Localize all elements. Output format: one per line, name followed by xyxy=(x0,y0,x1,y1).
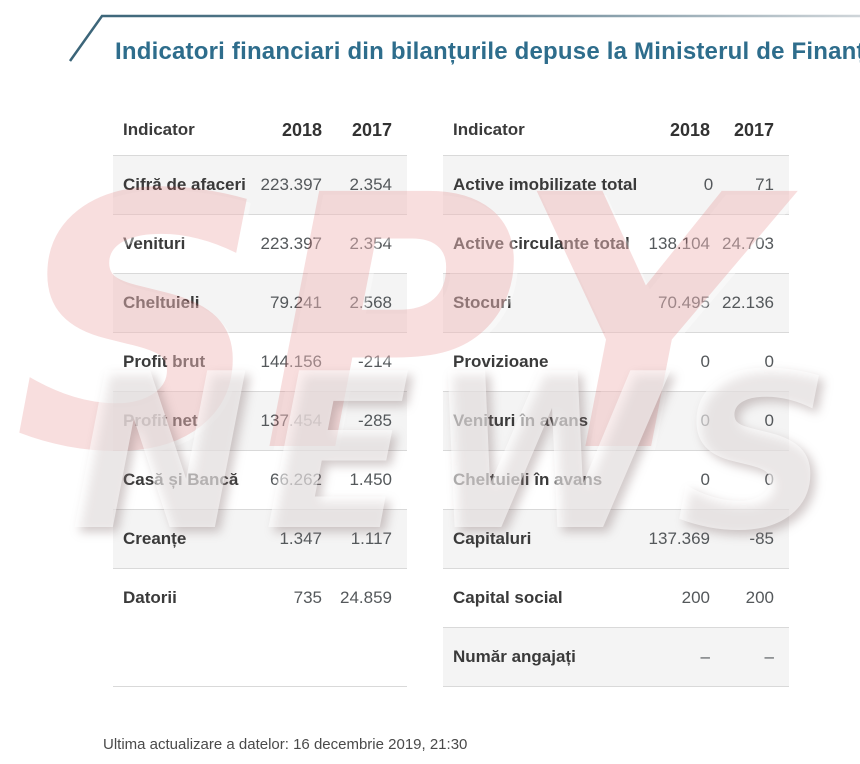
table-profit-loss: Indicator 2018 2017 Cifră de afaceri 223… xyxy=(113,105,407,687)
row-label: Active circulante total xyxy=(453,234,630,253)
value-2018: 223.397 xyxy=(260,234,322,253)
row-label: Stocuri xyxy=(453,293,512,312)
row-label: Provizioane xyxy=(453,352,549,371)
table-row: Venituri în avans 0 0 xyxy=(443,391,789,450)
column-header-indicator: Indicator xyxy=(453,120,525,139)
row-label: Cheltuieli xyxy=(123,293,200,312)
row-label: Cifră de afaceri xyxy=(123,175,246,194)
column-header-2017: 2017 xyxy=(733,119,774,140)
column-header-indicator: Indicator xyxy=(123,120,195,139)
table-row: Cheltuieli în avans 0 0 xyxy=(443,450,789,509)
table-row: Casă și Bancă 66.262 1.450 xyxy=(113,450,407,509)
value-2018: 0 xyxy=(700,352,710,371)
value-2018: 0 xyxy=(700,470,710,489)
table-row: Active imobilizate total 0 71 xyxy=(443,155,789,214)
table-row: Venituri 223.397 2.354 xyxy=(113,214,407,273)
table-balance-sheet: Indicator 2018 2017 Active imobilizate t… xyxy=(443,105,789,687)
row-label: Active imobilizate total xyxy=(453,175,638,194)
value-2017: -285 xyxy=(357,411,392,430)
table-body: Cifră de afaceri 223.397 2.354 Venituri … xyxy=(113,155,407,627)
value-2018: 137.369 xyxy=(648,529,710,548)
page-title: Indicatori financiari din bilanțurile de… xyxy=(115,38,860,65)
table-row: Cheltuieli 79.241 2.568 xyxy=(113,273,407,332)
value-2017: 1.117 xyxy=(350,529,392,548)
value-2017: 22.136 xyxy=(722,293,774,312)
table-row: Provizioane 0 0 xyxy=(443,332,789,391)
value-2017: -85 xyxy=(749,529,774,548)
value-2018: 223.397 xyxy=(260,175,322,194)
value-2017: 0 xyxy=(764,470,774,489)
value-2017: 2.354 xyxy=(349,234,392,253)
table-row: Cifră de afaceri 223.397 2.354 xyxy=(113,155,407,214)
table-row: Datorii 735 24.859 xyxy=(113,568,407,627)
value-2018: 1.347 xyxy=(279,529,322,548)
value-2017: 2.354 xyxy=(349,175,392,194)
value-2017: – xyxy=(764,647,774,666)
value-2018: 138.104 xyxy=(648,234,710,253)
value-2018: 735 xyxy=(293,588,322,607)
column-header-2017: 2017 xyxy=(351,119,392,140)
value-2018: 79.241 xyxy=(270,293,322,312)
value-2018: 137.454 xyxy=(260,411,322,430)
row-label: Venituri xyxy=(123,234,186,253)
column-header-2018: 2018 xyxy=(281,119,322,140)
tables-container: Indicator 2018 2017 Cifră de afaceri 223… xyxy=(113,105,789,687)
last-update-text: Ultima actualizare a datelor: 16 decembr… xyxy=(103,736,468,753)
table-row: Număr angajați – – xyxy=(443,627,789,686)
value-2017: 1.450 xyxy=(349,470,392,489)
value-2017: 0 xyxy=(764,352,774,371)
table-row: Profit brut 144.156 -214 xyxy=(113,332,407,391)
table-header: Indicator 2018 2017 xyxy=(443,105,789,155)
row-label: Capitaluri xyxy=(453,529,532,548)
table-row: Stocuri 70.495 22.136 xyxy=(443,273,789,332)
row-label: Cheltuieli în avans xyxy=(453,470,603,489)
value-2017: -214 xyxy=(357,352,392,371)
table-row: Creanțe 1.347 1.117 xyxy=(113,509,407,568)
value-2017: 24.703 xyxy=(722,234,774,253)
value-2017: 71 xyxy=(755,175,774,194)
value-2018: 0 xyxy=(700,411,710,430)
table-header: Indicator 2018 2017 xyxy=(113,105,407,155)
row-label: Venituri în avans xyxy=(453,411,589,430)
value-2017: 0 xyxy=(764,411,774,430)
row-label: Casă și Bancă xyxy=(123,470,239,489)
row-label: Datorii xyxy=(123,588,177,607)
row-label: Profit net xyxy=(123,411,198,430)
value-2017: 24.859 xyxy=(340,588,392,607)
row-label: Creanțe xyxy=(123,529,187,548)
value-2018: 66.262 xyxy=(270,470,322,489)
value-2018: 70.495 xyxy=(658,293,710,312)
table-body: Active imobilizate total 0 71 Active cir… xyxy=(443,155,789,686)
table-row: Active circulante total 138.104 24.703 xyxy=(443,214,789,273)
value-2018: – xyxy=(700,647,710,666)
table-row: Capital social 200 200 xyxy=(443,568,789,627)
value-2017: 2.568 xyxy=(349,293,392,312)
row-label: Capital social xyxy=(453,588,563,607)
value-2018: 144.156 xyxy=(260,352,322,371)
value-2018: 200 xyxy=(681,588,710,607)
value-2018: 0 xyxy=(703,175,714,194)
column-header-2018: 2018 xyxy=(669,119,710,140)
row-label: Profit brut xyxy=(123,352,206,371)
table-row: Capitaluri 137.369 -85 xyxy=(443,509,789,568)
value-2017: 200 xyxy=(745,588,774,607)
table-row: Profit net 137.454 -285 xyxy=(113,391,407,450)
row-label: Număr angajați xyxy=(453,647,576,666)
